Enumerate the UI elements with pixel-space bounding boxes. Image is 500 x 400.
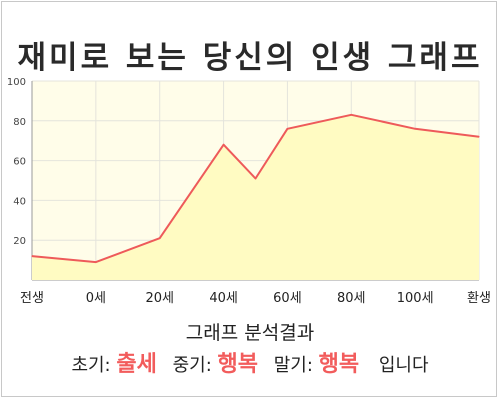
data-point bbox=[286, 128, 289, 130]
chart-title: 재미로 보는 당신의 인생 그래프 bbox=[17, 40, 483, 76]
area-layer bbox=[31, 113, 480, 280]
data-point bbox=[414, 128, 416, 130]
x-tick-label: 40세 bbox=[209, 291, 238, 306]
y-tick-label: 60 bbox=[13, 157, 26, 168]
tick-labels: 20 40 60 80 100 전생 0세 20세 40세 60세 80세 100세 환생 bbox=[7, 77, 491, 306]
x-tick-label: 전생 bbox=[20, 291, 44, 306]
mid-value: 행복 bbox=[217, 352, 258, 377]
x-tick-label: 환생 bbox=[467, 291, 491, 306]
summary-suffix: 입니다 bbox=[378, 355, 429, 376]
analysis-summary: 초기: 출세 중기: 행복 말기: 행복 입니다 bbox=[0, 346, 500, 378]
late-label: 말기: bbox=[273, 355, 313, 376]
life-area-fill bbox=[32, 114, 479, 280]
data-point bbox=[159, 237, 161, 239]
x-tick-label: 80세 bbox=[337, 291, 366, 306]
x-tick-label: 20세 bbox=[145, 291, 174, 306]
data-point bbox=[350, 114, 352, 116]
x-tick-label: 60세 bbox=[273, 291, 302, 306]
data-point bbox=[222, 144, 225, 146]
analysis-heading: 그래프 분석결과 bbox=[185, 322, 315, 344]
data-point bbox=[254, 177, 257, 180]
early-value: 출세 bbox=[116, 352, 157, 377]
data-point bbox=[95, 261, 97, 263]
y-tick-label: 80 bbox=[13, 117, 26, 128]
data-point bbox=[31, 255, 33, 257]
y-tick-label: 40 bbox=[13, 196, 26, 207]
late-value: 행복 bbox=[318, 352, 360, 377]
y-tick-label: 100 bbox=[7, 77, 26, 88]
early-label: 초기: bbox=[71, 355, 111, 376]
y-tick-label: 20 bbox=[13, 236, 26, 247]
data-point bbox=[478, 136, 480, 138]
x-tick-label: 100세 bbox=[397, 291, 434, 306]
mid-label: 중기: bbox=[172, 355, 212, 376]
x-tick-label: 0세 bbox=[86, 291, 106, 306]
